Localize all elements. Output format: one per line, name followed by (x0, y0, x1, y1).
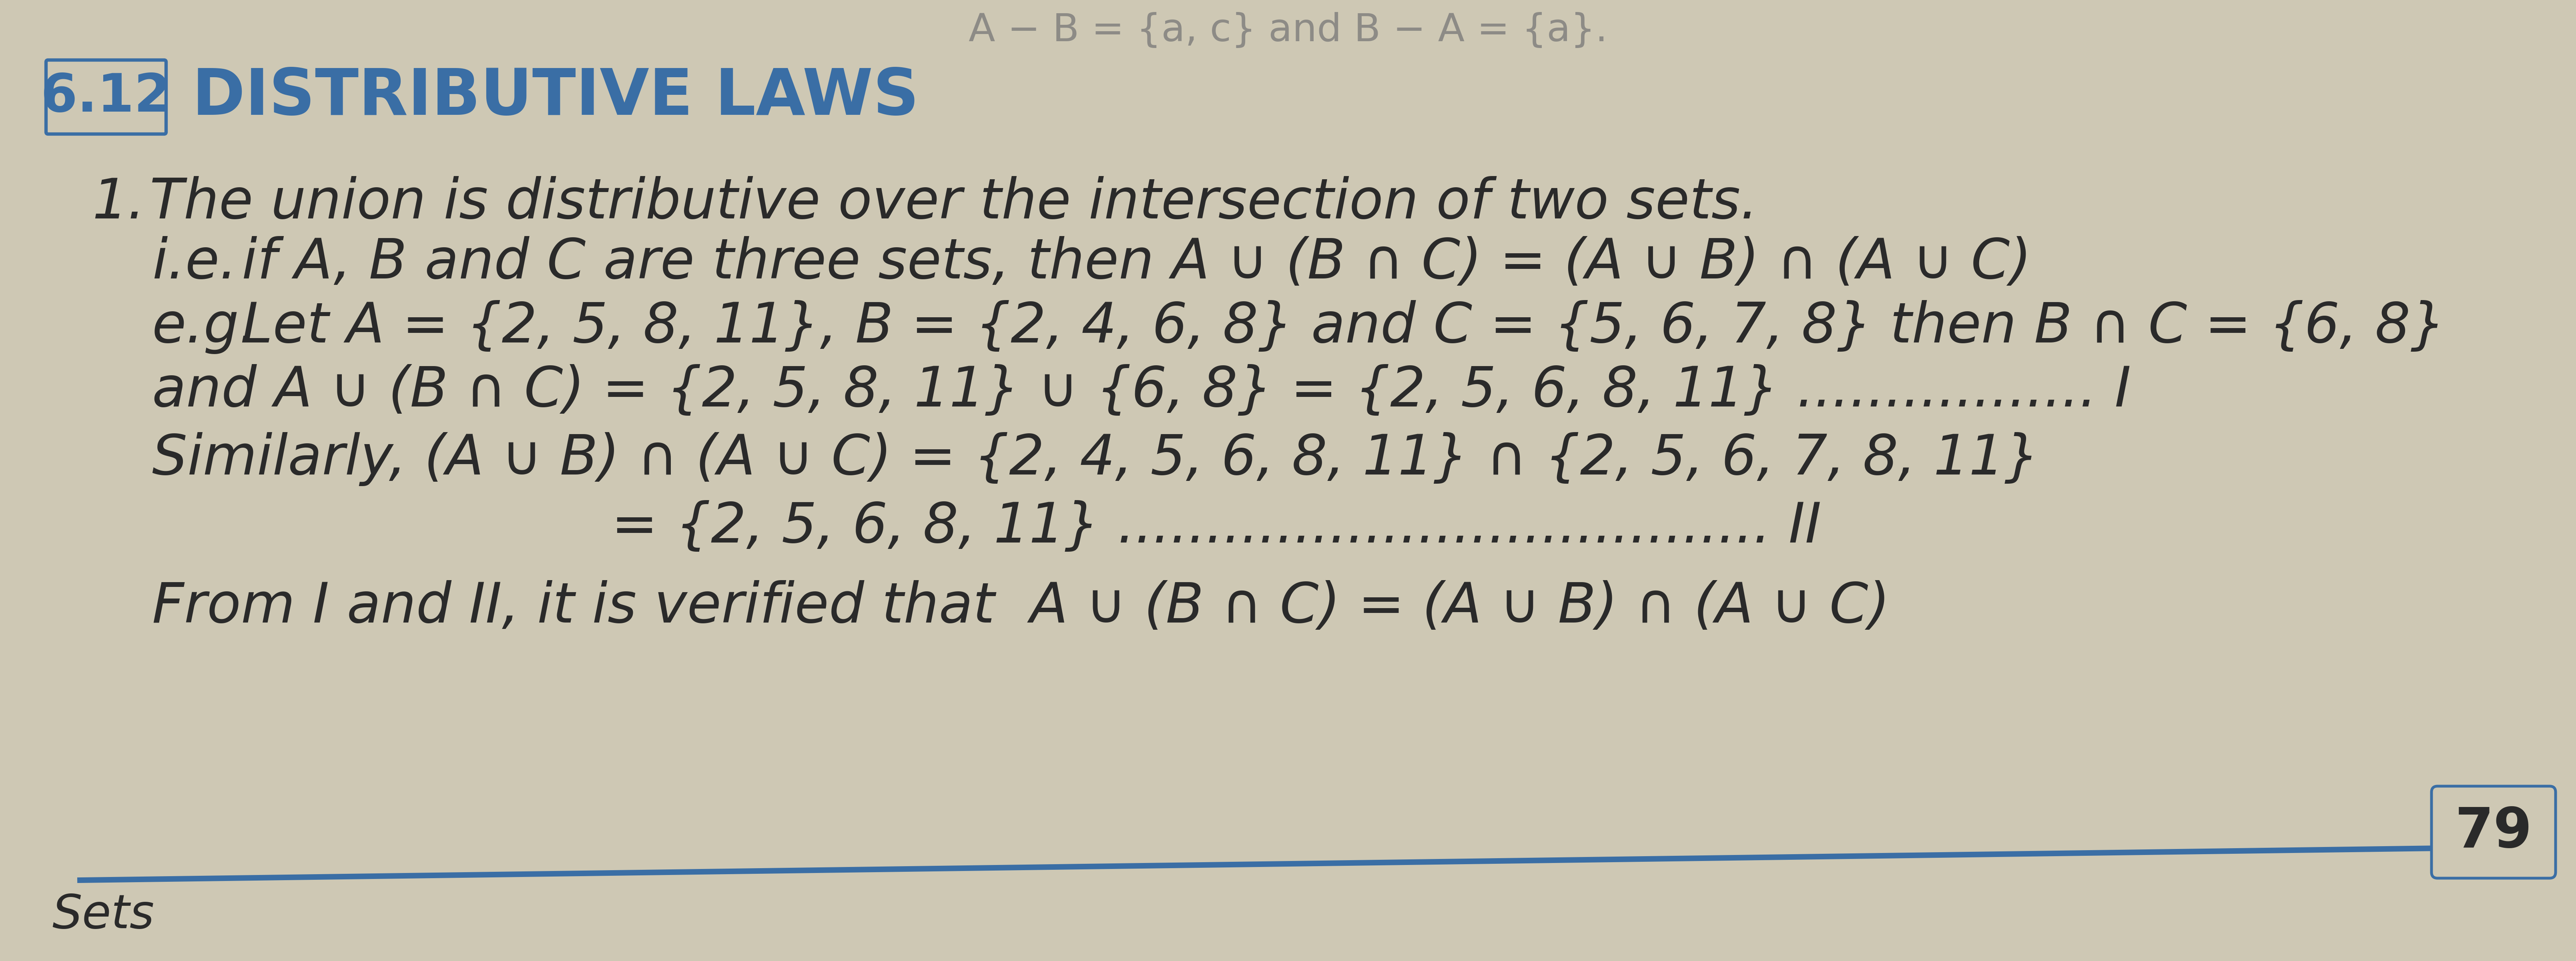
Text: 79: 79 (2455, 805, 2532, 859)
Text: 6.12: 6.12 (41, 72, 170, 122)
Text: if A, B and C are three sets, then A ∪ (B ∩ C) = (A ∪ B) ∩ (A ∪ C): if A, B and C are three sets, then A ∪ (… (224, 236, 2032, 290)
Text: From I and II, it is verified that  A ∪ (B ∩ C) = (A ∪ B) ∩ (A ∪ C): From I and II, it is verified that A ∪ (… (152, 580, 1891, 634)
Text: A − B = {a, c} and B − A = {a}.: A − B = {a, c} and B − A = {a}. (969, 12, 1607, 49)
Text: i.e.: i.e. (152, 236, 237, 290)
Text: Sets: Sets (52, 892, 155, 938)
Text: = {2, 5, 6, 8, 11} ..................................... II: = {2, 5, 6, 8, 11} .....................… (152, 500, 1821, 554)
Text: Similarly, (A ∪ B) ∩ (A ∪ C) = {2, 4, 5, 6, 8, 11} ∩ {2, 5, 6, 7, 8, 11}: Similarly, (A ∪ B) ∩ (A ∪ C) = {2, 4, 5,… (152, 432, 2040, 486)
Text: Let A = {2, 5, 8, 11}, B = {2, 4, 6, 8} and C = {5, 6, 7, 8} then B ∩ C = {6, 8}: Let A = {2, 5, 8, 11}, B = {2, 4, 6, 8} … (224, 300, 2445, 354)
Text: and A ∪ (B ∩ C) = {2, 5, 8, 11} ∪ {6, 8} = {2, 5, 6, 8, 11} ................. I: and A ∪ (B ∩ C) = {2, 5, 8, 11} ∪ {6, 8}… (152, 364, 2130, 418)
FancyBboxPatch shape (46, 60, 165, 134)
FancyBboxPatch shape (2432, 786, 2555, 878)
Text: The union is distributive over the intersection of two sets.: The union is distributive over the inter… (131, 176, 1757, 230)
Text: e.g.: e.g. (152, 300, 258, 354)
Text: 1.: 1. (93, 176, 144, 230)
Text: DISTRIBUTIVE LAWS: DISTRIBUTIVE LAWS (193, 66, 920, 128)
